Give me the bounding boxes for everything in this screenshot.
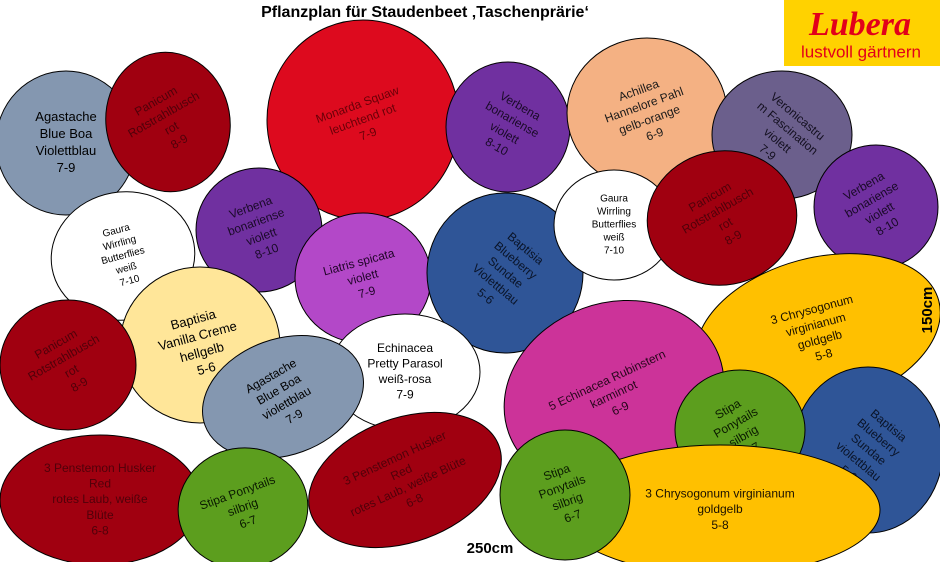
plant-label-line: Pretty Parasol [367, 356, 442, 370]
plant: Agastache Blue Boa Violettblau 7-9 [0, 70, 137, 216]
plant-label: Gaura Wirrling Butterflies weiß 7-10 [592, 194, 636, 257]
plant-label-line: 5-8 [711, 518, 729, 532]
plant-label-line: 6-9 [609, 398, 631, 418]
logo-slogan: lustvoll gärtnern [801, 42, 921, 61]
title: Pflanzplan für Staudenbeet ‚Taschenpräri… [261, 4, 589, 21]
plant-label-line: 6-7 [238, 512, 259, 531]
plant-label: Agastache Blue Boa Violettblau 7-9 [35, 109, 96, 175]
plant-area [202, 335, 364, 459]
plant-label-line: goldgelb [697, 502, 743, 516]
plant-label-line: 7-10 [604, 246, 624, 257]
plant-label-line: 3 Penstemon Husker [44, 461, 156, 475]
plant: Gaura Wirrling Butterflies weiß 7-10 [553, 169, 675, 281]
plant-label-line: 7-9 [57, 160, 76, 175]
plant-label-line: 6-7 [562, 507, 583, 526]
plant-area [308, 411, 502, 549]
plant-label-line: Agastache [35, 109, 96, 124]
width-label: 250cm [467, 540, 514, 557]
plant-label-line: Echinacea [377, 341, 433, 355]
plant-label-line: Blüte [86, 508, 114, 522]
plant-area [177, 447, 309, 562]
plant-area [426, 192, 584, 354]
plant-label-line: Violettblau [36, 143, 96, 158]
plant-label-line: rotes Laub, weiße [52, 492, 148, 506]
plant-label-line: 7-10 [119, 273, 142, 289]
plant-label-line: 6-8 [91, 523, 109, 537]
plant-label-line: 7-9 [396, 388, 414, 402]
plant-label-line: 7-9 [357, 283, 378, 301]
plant-label-line: Blue Boa [40, 126, 94, 141]
plant-label-line: weiß-rosa [378, 372, 432, 386]
plant-area [105, 51, 231, 193]
plant-label-line: Gaura [600, 194, 628, 205]
plant-label-line: 7-9 [358, 124, 379, 143]
plant-area [499, 429, 631, 561]
plant-label-line: Wirrling [597, 207, 631, 218]
plant-label-line: Red [89, 477, 111, 491]
plant-label-line: 6-9 [644, 125, 665, 144]
logo-box [784, 0, 940, 66]
plant-label-line: 5-6 [195, 359, 217, 378]
plant-area [0, 299, 137, 431]
logo-brand: Lubera [808, 6, 911, 43]
depth-label: 150cm [919, 287, 936, 334]
plant-label-line: 3 Chrysogonum virginianum [645, 487, 794, 501]
plant-label-line: weiß [602, 233, 624, 244]
plant-label-line: 6-8 [404, 490, 426, 510]
plants: Agastache Blue Boa Violettblau 7-9 PanicumRo… [0, 19, 940, 562]
plant-label-line: Butterflies [592, 220, 636, 231]
plant-area [646, 150, 798, 286]
plant-label-line: 5-8 [814, 346, 835, 364]
